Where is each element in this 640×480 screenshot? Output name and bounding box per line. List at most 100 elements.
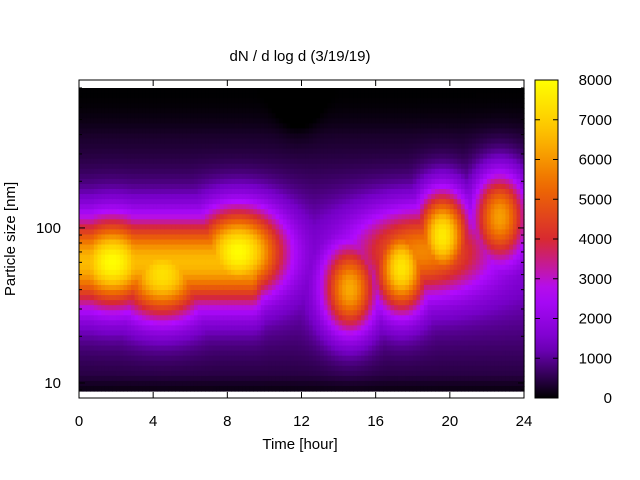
heatmap-cell [116, 103, 121, 109]
heatmap-cell [371, 315, 377, 321]
heatmap-cell [90, 350, 95, 357]
heatmap-cell [164, 300, 169, 306]
heatmap-cell [142, 295, 147, 301]
heatmap-cell [308, 93, 314, 99]
heatmap-cell [334, 340, 340, 347]
heatmap-cell [275, 239, 280, 246]
heatmap-cell [231, 264, 236, 271]
heatmap-cell [168, 269, 173, 276]
heatmap-cell [138, 264, 143, 271]
heatmap-cell [357, 224, 362, 230]
heatmap-cell [268, 345, 273, 352]
heatmap-cell [245, 103, 251, 109]
heatmap-cell [127, 194, 132, 200]
heatmap-cell [93, 113, 99, 119]
heatmap-cell [275, 224, 280, 230]
heatmap-cell [112, 355, 117, 362]
heatmap-cell [305, 153, 310, 160]
heatmap-cell [227, 153, 232, 160]
heatmap-cell [371, 295, 377, 301]
heatmap-cell [249, 259, 254, 266]
heatmap-cell [327, 98, 332, 104]
heatmap-cell [297, 103, 303, 109]
heatmap-cell [142, 259, 147, 266]
heatmap-cell [294, 310, 299, 316]
heatmap-cell [279, 189, 284, 195]
heatmap-cell [238, 143, 243, 150]
heatmap-cell [371, 108, 377, 114]
heatmap-cell [175, 204, 180, 210]
heatmap-cell [375, 290, 380, 296]
heatmap-cell [346, 300, 351, 306]
heatmap-cell [79, 194, 84, 200]
heatmap-cell [249, 315, 254, 321]
heatmap-cell [197, 269, 202, 276]
heatmap-cell [279, 88, 284, 94]
heatmap-cell [79, 168, 84, 175]
heatmap-cell [160, 375, 165, 382]
heatmap-cell [379, 204, 384, 210]
heatmap-cell [156, 244, 162, 251]
heatmap-cell [275, 254, 280, 261]
heatmap-cell [271, 345, 277, 352]
heatmap-cell [294, 320, 299, 326]
heatmap-cell [142, 315, 147, 321]
heatmap-cell [234, 380, 240, 387]
heatmap-cell [264, 249, 269, 256]
heatmap-cell [353, 320, 358, 326]
heatmap-cell [79, 214, 84, 220]
heatmap-cell [383, 305, 388, 311]
heatmap-cell [268, 310, 273, 316]
heatmap-cell [364, 315, 369, 321]
heatmap-cell [134, 330, 139, 337]
heatmap-cell [168, 360, 173, 367]
heatmap-cell [179, 370, 184, 377]
heatmap-cell [346, 108, 351, 114]
heatmap-cell [305, 214, 310, 220]
heatmap-cell [242, 143, 247, 150]
heatmap-cell [212, 360, 217, 367]
heatmap-cell [142, 143, 147, 150]
heatmap-cell [108, 385, 113, 392]
heatmap-cell [212, 355, 217, 362]
heatmap-cell [219, 365, 225, 372]
heatmap-cell [223, 138, 228, 145]
heatmap-cell [101, 315, 106, 321]
heatmap-cell [112, 148, 117, 155]
heatmap-cell [245, 360, 251, 367]
heatmap-cell [297, 153, 303, 160]
heatmap-cell [331, 325, 336, 331]
heatmap-cell [379, 163, 384, 170]
heatmap-cell [145, 249, 151, 256]
heatmap-cell [90, 168, 95, 175]
heatmap-cell [320, 249, 325, 256]
heatmap-cell [160, 355, 165, 362]
heatmap-cell [134, 325, 139, 331]
heatmap-cell [219, 244, 225, 251]
heatmap-cell [193, 173, 199, 180]
heatmap-cell [186, 244, 191, 251]
heatmap-cell [371, 153, 377, 160]
heatmap-cell [79, 300, 84, 306]
heatmap-cell [364, 279, 369, 286]
heatmap-cell [342, 290, 347, 296]
heatmap-cell [171, 113, 177, 119]
heatmap-cell [138, 113, 143, 119]
heatmap-cell [357, 259, 362, 266]
heatmap-cell [371, 370, 377, 377]
heatmap-cell [205, 143, 210, 150]
heatmap-cell [127, 375, 132, 382]
heatmap-cell [93, 274, 99, 281]
heatmap-cell [134, 365, 139, 372]
heatmap-cell [357, 385, 362, 392]
heatmap-cell [294, 108, 299, 114]
heatmap-cell [112, 259, 117, 266]
heatmap-cell [79, 290, 84, 296]
heatmap-cell [249, 138, 254, 145]
heatmap-cell [142, 194, 147, 200]
heatmap-cell [193, 279, 199, 286]
heatmap-cell [286, 178, 291, 185]
heatmap-cell [383, 183, 388, 190]
heatmap-cell [290, 365, 295, 372]
heatmap-cell [375, 320, 380, 326]
